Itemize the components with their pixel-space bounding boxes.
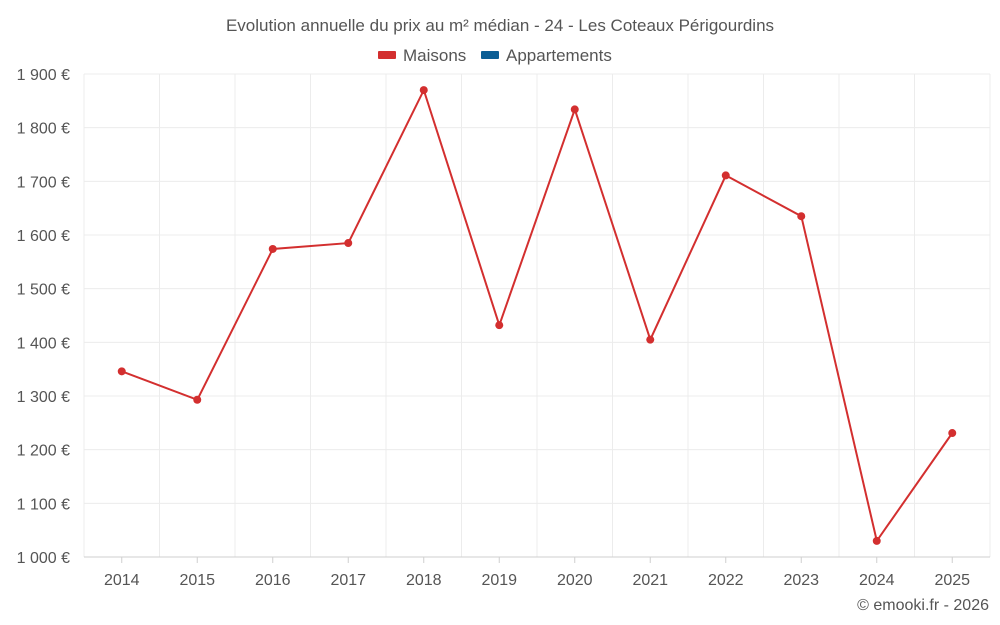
plot-area [117, 86, 957, 545]
grid [83, 73, 991, 557]
y-tick-label: 1 400 € [17, 335, 70, 352]
credit-text: © emooki.fr - 2026 [857, 597, 989, 614]
x-tick-label: 2021 [632, 572, 668, 589]
x-tick-label: 2018 [406, 572, 442, 589]
y-tick-label: 1 300 € [17, 389, 70, 406]
x-tick-label: 2024 [859, 572, 895, 589]
data-point-maisons-2020[interactable] [570, 105, 579, 114]
data-point-maisons-2022[interactable] [721, 171, 730, 180]
y-tick-label: 1 900 € [17, 67, 70, 84]
legend-item-maisons[interactable]: Maisons [378, 46, 466, 65]
chart-title: Evolution annuelle du prix au m² médian … [226, 16, 774, 35]
legend-swatch-maisons [378, 51, 396, 59]
data-point-maisons-2018[interactable] [419, 86, 428, 95]
data-point-maisons-2017[interactable] [344, 239, 353, 248]
data-point-maisons-2023[interactable] [797, 212, 806, 221]
x-axis: 2014 2015 2016 2017 2018 2019 2020 2021 2022 2023… [84, 556, 990, 589]
data-point-maisons-2016[interactable] [268, 244, 277, 253]
y-tick-label: 1 600 € [17, 228, 70, 245]
data-point-maisons-2014[interactable] [117, 367, 126, 376]
data-point-maisons-2025[interactable] [948, 429, 957, 438]
data-point-maisons-2019[interactable] [495, 321, 504, 330]
data-point-maisons-2021[interactable] [646, 335, 655, 344]
legend-item-appartements[interactable]: Appartements [481, 46, 612, 65]
y-tick-label: 1 100 € [17, 496, 70, 513]
x-tick-label: 2015 [179, 572, 215, 589]
y-tick-label: 1 500 € [17, 282, 70, 299]
x-tick-label: 2016 [255, 572, 291, 589]
legend-label-appartements: Appartements [506, 46, 612, 65]
x-tick-label: 2014 [104, 572, 140, 589]
data-point-maisons-2015[interactable] [193, 395, 202, 404]
y-axis: 1 000 € 1 100 € 1 200 € 1 300 € 1 400 € 1 500… [17, 67, 70, 567]
y-tick-label: 1 000 € [17, 550, 70, 567]
legend: Maisons Appartements [378, 46, 612, 65]
data-point-maisons-2024[interactable] [872, 536, 881, 545]
x-tick-label: 2023 [783, 572, 819, 589]
x-tick-label: 2020 [557, 572, 593, 589]
x-tick-label: 2025 [934, 572, 970, 589]
x-tick-label: 2019 [481, 572, 517, 589]
y-tick-label: 1 200 € [17, 443, 70, 460]
series-line-maisons [121, 87, 954, 544]
y-tick-label: 1 700 € [17, 174, 70, 191]
x-tick-label: 2017 [330, 572, 366, 589]
y-tick-label: 1 800 € [17, 121, 70, 138]
legend-swatch-appartements [481, 51, 499, 59]
x-tick-label: 2022 [708, 572, 744, 589]
legend-label-maisons: Maisons [403, 46, 466, 65]
